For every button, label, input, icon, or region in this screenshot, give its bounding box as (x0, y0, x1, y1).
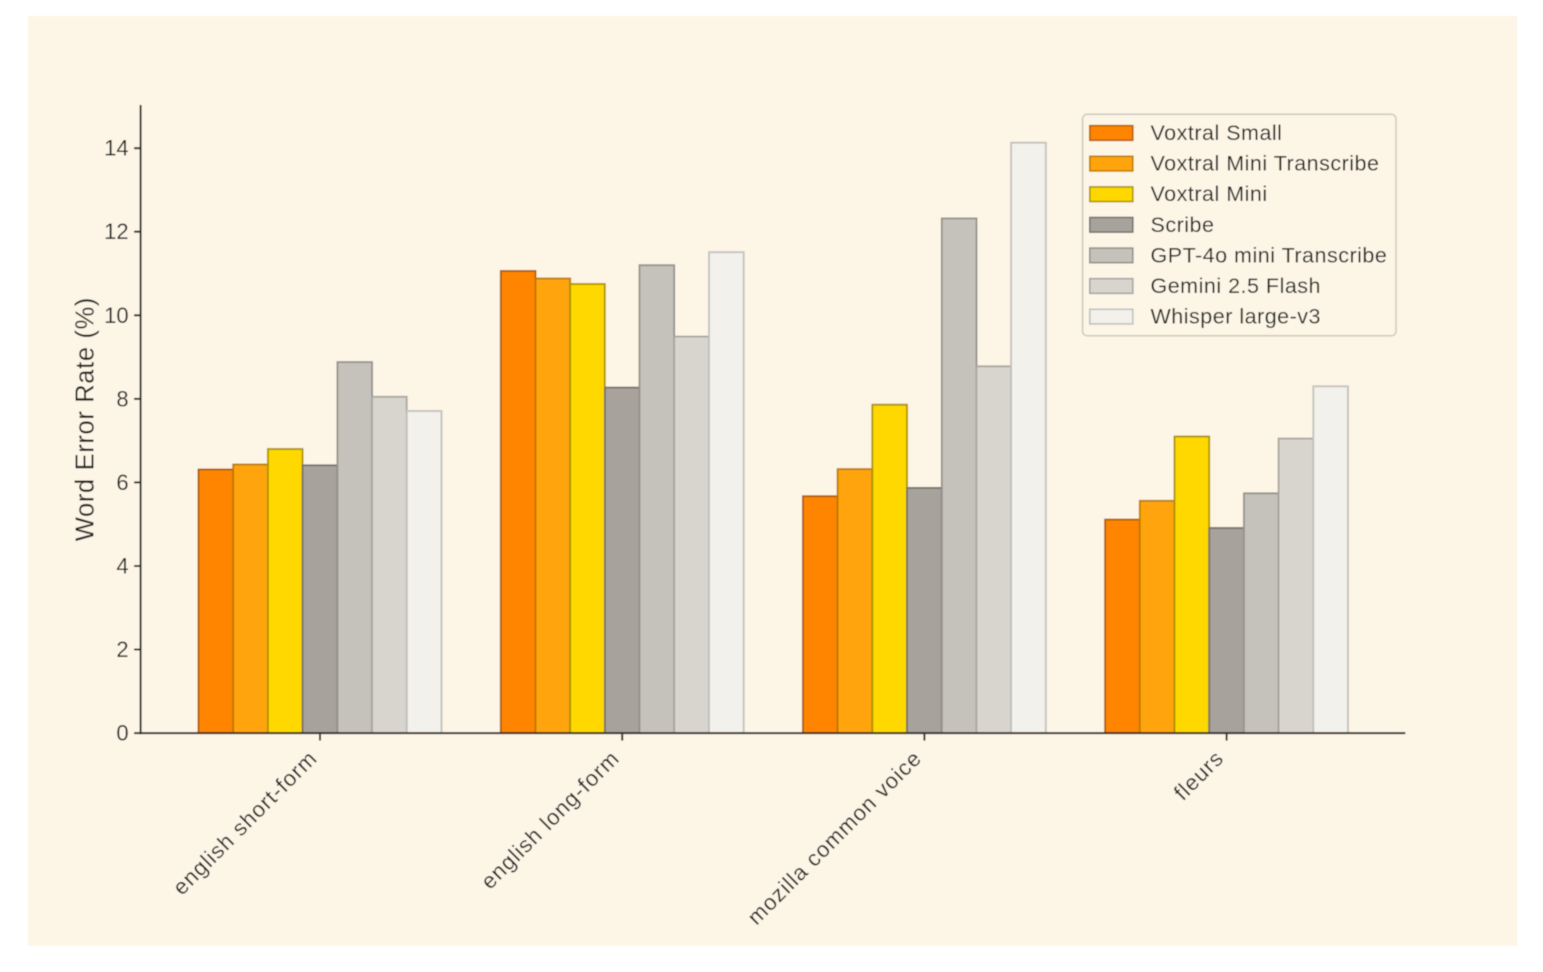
svg-text:10: 10 (104, 303, 128, 328)
svg-text:6: 6 (116, 470, 128, 495)
svg-text:12: 12 (104, 219, 128, 244)
svg-text:Gemini 2.5 Flash: Gemini 2.5 Flash (1151, 274, 1322, 298)
svg-text:Whisper large-v3: Whisper large-v3 (1151, 305, 1322, 329)
svg-text:Scribe: Scribe (1151, 213, 1215, 237)
svg-text:14: 14 (104, 136, 128, 161)
svg-text:Word Error Rate (%): Word Error Rate (%) (72, 297, 100, 541)
svg-text:8: 8 (116, 386, 128, 411)
svg-text:Voxtral Small: Voxtral Small (1151, 121, 1283, 145)
svg-text:Voxtral Mini Transcribe: Voxtral Mini Transcribe (1151, 152, 1380, 176)
svg-text:Voxtral Mini: Voxtral Mini (1151, 182, 1268, 206)
svg-text:GPT-4o mini Transcribe: GPT-4o mini Transcribe (1151, 243, 1388, 267)
svg-text:4: 4 (116, 554, 128, 579)
svg-text:0: 0 (116, 721, 128, 746)
svg-text:2: 2 (116, 637, 128, 662)
